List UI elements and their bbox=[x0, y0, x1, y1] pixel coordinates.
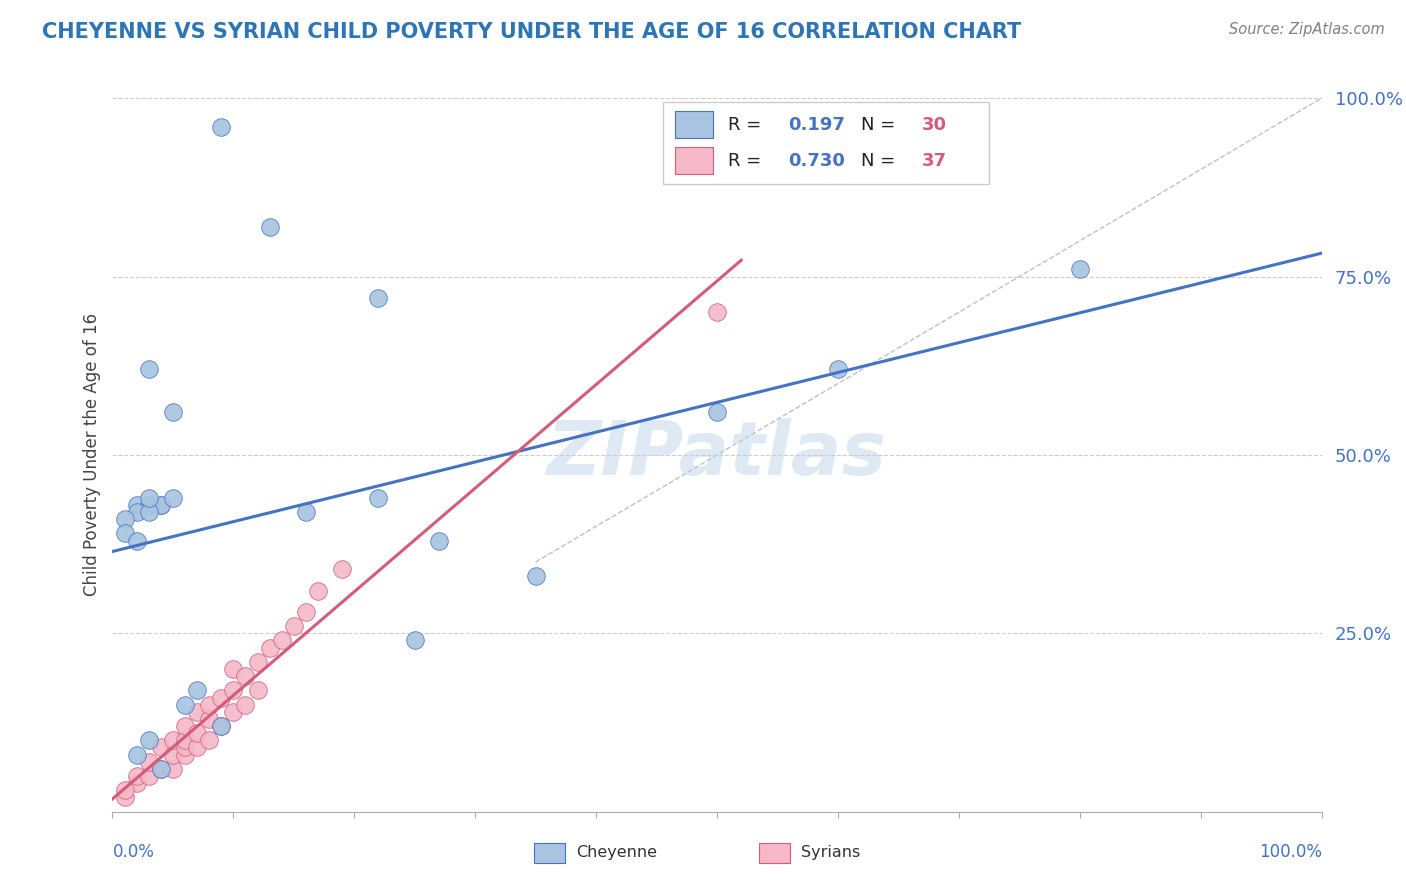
Point bbox=[149, 498, 172, 512]
Point bbox=[524, 569, 547, 583]
Point bbox=[1069, 262, 1091, 277]
Text: R =: R = bbox=[728, 116, 766, 134]
Text: ZIPatlas: ZIPatlas bbox=[547, 418, 887, 491]
Text: CHEYENNE VS SYRIAN CHILD POVERTY UNDER THE AGE OF 16 CORRELATION CHART: CHEYENNE VS SYRIAN CHILD POVERTY UNDER T… bbox=[42, 22, 1021, 42]
Point bbox=[198, 733, 221, 747]
Point bbox=[186, 740, 208, 755]
Point bbox=[235, 698, 257, 712]
Point bbox=[295, 605, 318, 619]
Point bbox=[706, 305, 728, 319]
Text: 100.0%: 100.0% bbox=[1258, 843, 1322, 861]
Point bbox=[209, 120, 232, 134]
Point bbox=[186, 705, 208, 719]
Point bbox=[162, 747, 184, 762]
Point bbox=[138, 505, 160, 519]
Point bbox=[198, 698, 221, 712]
Point bbox=[209, 690, 232, 705]
Text: Source: ZipAtlas.com: Source: ZipAtlas.com bbox=[1229, 22, 1385, 37]
Text: 0.0%: 0.0% bbox=[112, 843, 155, 861]
Point bbox=[186, 726, 208, 740]
Point bbox=[283, 619, 305, 633]
FancyBboxPatch shape bbox=[662, 102, 990, 184]
Text: N =: N = bbox=[860, 152, 901, 169]
Point bbox=[162, 733, 184, 747]
Y-axis label: Child Poverty Under the Age of 16: Child Poverty Under the Age of 16 bbox=[83, 313, 101, 597]
Point bbox=[149, 762, 172, 776]
Point bbox=[138, 769, 160, 783]
Point bbox=[138, 498, 160, 512]
Point bbox=[427, 533, 450, 548]
Point bbox=[114, 512, 136, 526]
Point bbox=[367, 291, 389, 305]
Point bbox=[186, 683, 208, 698]
Point bbox=[125, 505, 148, 519]
Text: 0.197: 0.197 bbox=[789, 116, 845, 134]
Point bbox=[198, 712, 221, 726]
Point bbox=[149, 740, 172, 755]
Point bbox=[174, 747, 197, 762]
Point bbox=[222, 705, 245, 719]
Point bbox=[114, 526, 136, 541]
Text: Cheyenne: Cheyenne bbox=[576, 846, 658, 860]
Text: N =: N = bbox=[860, 116, 901, 134]
Point bbox=[246, 683, 269, 698]
Point bbox=[307, 583, 329, 598]
Point bbox=[125, 769, 148, 783]
Point bbox=[149, 498, 172, 512]
Point bbox=[367, 491, 389, 505]
FancyBboxPatch shape bbox=[675, 112, 713, 138]
Point bbox=[138, 733, 160, 747]
Point bbox=[209, 719, 232, 733]
Point bbox=[149, 762, 172, 776]
Point bbox=[174, 740, 197, 755]
Point bbox=[174, 733, 197, 747]
Point bbox=[827, 362, 849, 376]
Point bbox=[259, 640, 281, 655]
Point bbox=[162, 762, 184, 776]
Point bbox=[162, 405, 184, 419]
Point bbox=[706, 405, 728, 419]
Point bbox=[114, 783, 136, 797]
Point bbox=[404, 633, 426, 648]
Point bbox=[162, 491, 184, 505]
Point bbox=[125, 747, 148, 762]
Text: 0.730: 0.730 bbox=[789, 152, 845, 169]
Text: Syrians: Syrians bbox=[801, 846, 860, 860]
Point bbox=[138, 491, 160, 505]
Point bbox=[114, 790, 136, 805]
Point bbox=[270, 633, 292, 648]
Point bbox=[259, 219, 281, 234]
Point bbox=[209, 719, 232, 733]
Point bbox=[330, 562, 353, 576]
Point bbox=[125, 498, 148, 512]
Point bbox=[138, 755, 160, 769]
FancyBboxPatch shape bbox=[675, 147, 713, 174]
Point bbox=[222, 662, 245, 676]
Point bbox=[235, 669, 257, 683]
Text: 37: 37 bbox=[921, 152, 946, 169]
Point bbox=[174, 719, 197, 733]
Text: 30: 30 bbox=[921, 116, 946, 134]
Point bbox=[222, 683, 245, 698]
Point bbox=[138, 362, 160, 376]
Point bbox=[125, 533, 148, 548]
Point bbox=[295, 505, 318, 519]
Point bbox=[246, 655, 269, 669]
Point bbox=[125, 776, 148, 790]
Point bbox=[174, 698, 197, 712]
Text: R =: R = bbox=[728, 152, 766, 169]
